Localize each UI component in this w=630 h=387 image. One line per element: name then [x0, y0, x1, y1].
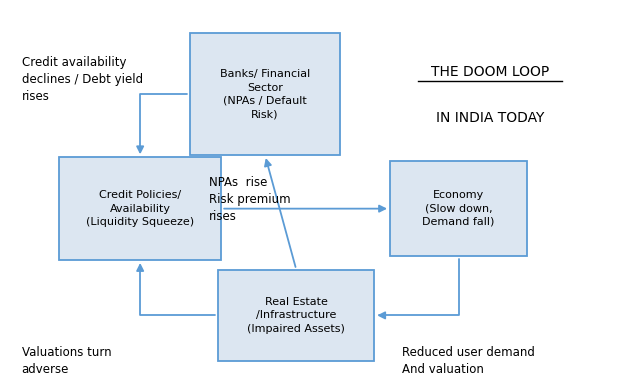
FancyBboxPatch shape — [218, 270, 374, 361]
FancyBboxPatch shape — [390, 161, 527, 256]
Text: Credit Policies/
Availability
(Liquidity Squeeze): Credit Policies/ Availability (Liquidity… — [86, 190, 194, 227]
FancyBboxPatch shape — [190, 33, 340, 155]
FancyBboxPatch shape — [59, 157, 221, 260]
Text: NPAs  rise
Risk premium
rises: NPAs rise Risk premium rises — [209, 176, 290, 223]
Text: Real Estate
/Infrastructure
(Impaired Assets): Real Estate /Infrastructure (Impaired As… — [248, 297, 345, 334]
Text: Reduced user demand
And valuation: Reduced user demand And valuation — [403, 346, 536, 376]
Text: Credit availability
declines / Debt yield
rises: Credit availability declines / Debt yiel… — [21, 56, 142, 103]
Text: THE DOOM LOOP: THE DOOM LOOP — [431, 65, 549, 79]
Text: Banks/ Financial
Sector
(NPAs / Default
Risk): Banks/ Financial Sector (NPAs / Default … — [220, 70, 310, 119]
Text: Valuations turn
adverse: Valuations turn adverse — [21, 346, 111, 376]
Text: IN INDIA TODAY: IN INDIA TODAY — [436, 111, 544, 125]
Text: Economy
(Slow down,
Demand fall): Economy (Slow down, Demand fall) — [423, 190, 495, 227]
